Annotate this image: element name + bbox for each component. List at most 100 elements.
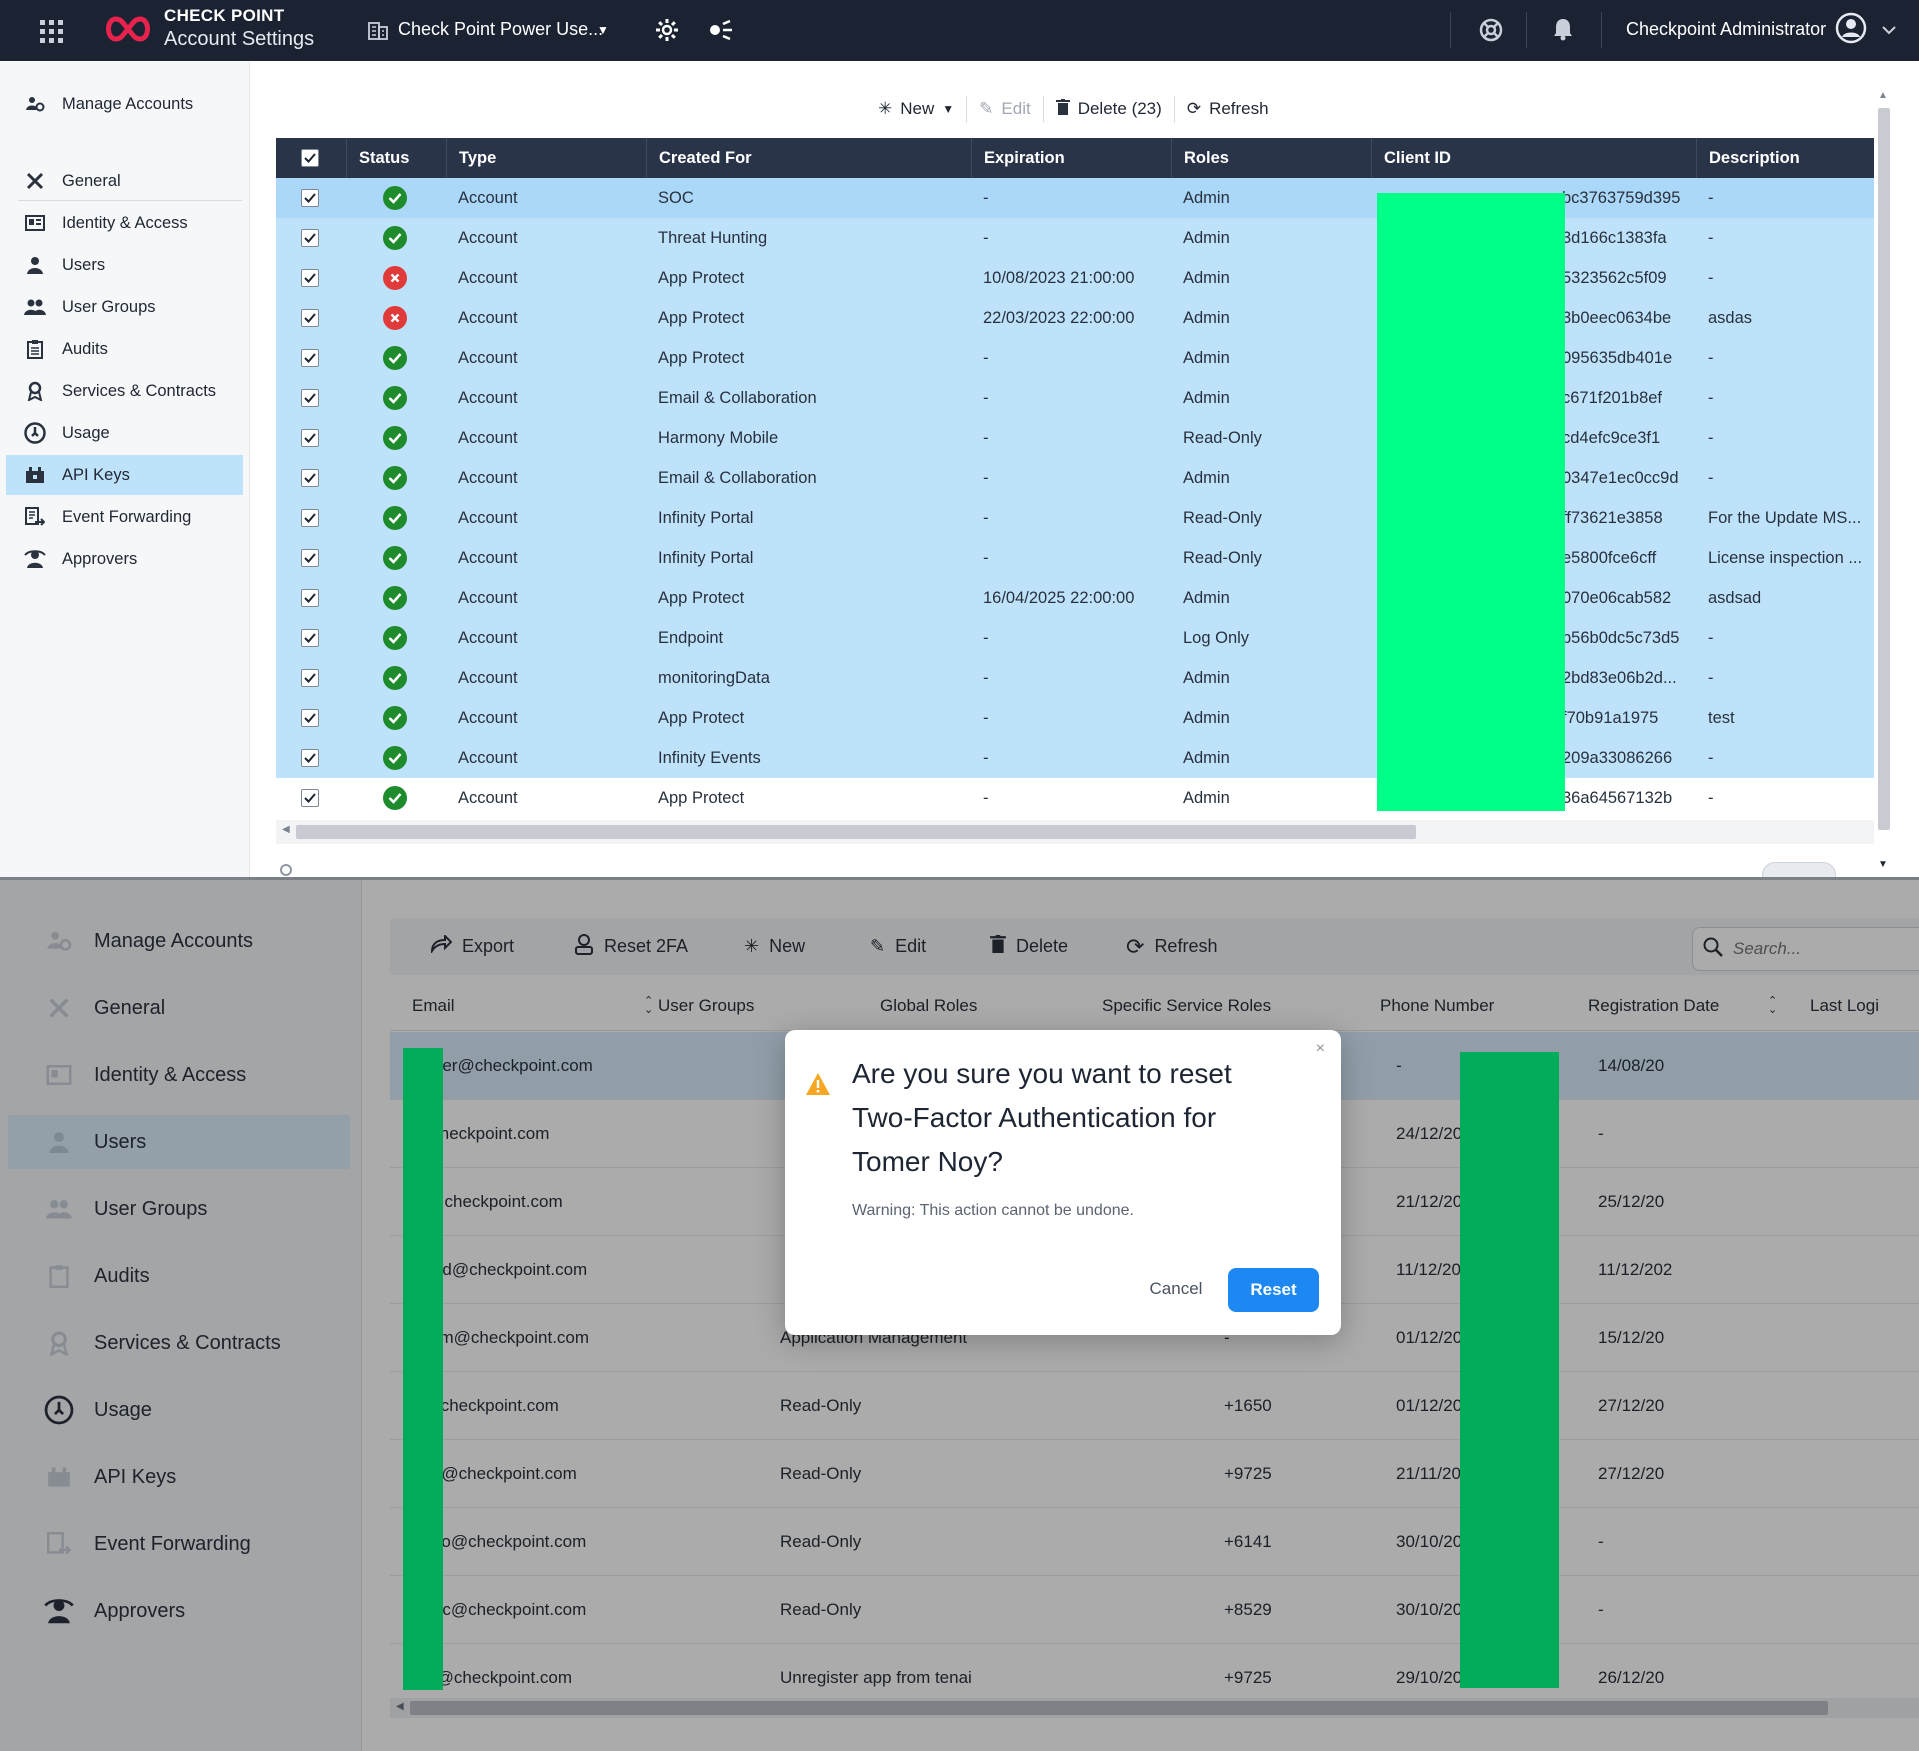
gear-icon[interactable] bbox=[652, 15, 682, 45]
sidebar-item-identity-access[interactable]: Identity & Access bbox=[8, 1048, 350, 1102]
column-header-registration-date[interactable]: Registration Date ⌃ ⌄ bbox=[1588, 981, 1788, 1031]
scroll-left-icon[interactable]: ◀ bbox=[282, 824, 290, 835]
sidebar-item-approvers[interactable]: Approvers bbox=[8, 1584, 350, 1638]
row-checkbox[interactable] bbox=[301, 738, 331, 778]
checkbox[interactable] bbox=[301, 509, 319, 527]
avatar-icon[interactable] bbox=[1835, 12, 1867, 44]
column-header-last-login[interactable]: Last Logi bbox=[1810, 996, 1879, 1015]
table-row[interactable]: Account monitoringData - Admin 2bd83e06b2d..… bbox=[276, 658, 1874, 698]
table-row[interactable]: Account Infinity Events - Admin 209a33086266… bbox=[276, 738, 1874, 778]
table-row[interactable]: Account App Protect - Admin 36a64567132b - bbox=[276, 778, 1874, 818]
table-row[interactable]: Account App Protect - Admin f70b91a1975 test bbox=[276, 698, 1874, 738]
reset-button[interactable]: Reset bbox=[1228, 1268, 1319, 1312]
checkbox[interactable] bbox=[301, 789, 319, 807]
sidebar-item-services-contracts[interactable]: Services & Contracts bbox=[8, 1316, 350, 1370]
sidebar-item-usage[interactable]: Usage bbox=[6, 413, 243, 453]
horizontal-scrollbar[interactable]: ◀ bbox=[390, 1698, 1919, 1718]
checkbox[interactable] bbox=[301, 349, 319, 367]
sidebar-item-general[interactable]: General bbox=[8, 981, 350, 1035]
row-checkbox[interactable] bbox=[301, 578, 331, 618]
column-header-client-id[interactable]: Client ID bbox=[1371, 138, 1696, 178]
checkbox[interactable] bbox=[301, 269, 319, 287]
delete-button[interactable]: Delete bbox=[990, 918, 1068, 975]
sidebar-item-user-groups[interactable]: User Groups bbox=[6, 287, 243, 327]
table-row[interactable]: Account App Protect 10/08/2023 21:00:00 Adm… bbox=[276, 258, 1874, 298]
sidebar-item-manage-accounts[interactable]: Manage Accounts bbox=[8, 914, 350, 968]
checkbox[interactable] bbox=[301, 189, 319, 207]
scrollbar-thumb[interactable] bbox=[1878, 108, 1890, 830]
table-row[interactable]: Account Infinity Portal - Read-Only e5800fce… bbox=[276, 538, 1874, 578]
reset-2fa-button[interactable]: Reset 2FA bbox=[574, 918, 688, 975]
account-selector[interactable]: Check Point Power Use... bbox=[398, 19, 604, 39]
sidebar-item-user-groups[interactable]: User Groups bbox=[8, 1182, 350, 1236]
checkbox[interactable] bbox=[301, 309, 319, 327]
checkbox[interactable] bbox=[301, 589, 319, 607]
column-header-user-groups[interactable]: User Groups bbox=[658, 996, 755, 1015]
sidebar-item-api-keys[interactable]: API Keys bbox=[8, 1450, 350, 1504]
sidebar-item-audits[interactable]: Audits bbox=[8, 1249, 350, 1303]
table-row[interactable]: Account Endpoint - Log Only b56b0dc5c73d5 - bbox=[276, 618, 1874, 658]
cancel-button[interactable]: Cancel bbox=[1136, 1268, 1216, 1310]
row-checkbox[interactable] bbox=[301, 418, 331, 458]
row-checkbox[interactable] bbox=[301, 218, 331, 258]
row-checkbox[interactable] bbox=[301, 458, 331, 498]
table-row[interactable]: Account Infinity Portal - Read-Only ff73621e… bbox=[276, 498, 1874, 538]
column-header-roles[interactable]: Roles bbox=[1171, 138, 1371, 178]
scroll-left-icon[interactable]: ◀ bbox=[396, 1701, 404, 1712]
delete-button[interactable]: Delete (23) bbox=[1055, 98, 1162, 120]
scrollbar-thumb[interactable] bbox=[410, 1701, 1828, 1715]
row-checkbox[interactable] bbox=[301, 338, 331, 378]
refresh-button[interactable]: ⟳ Refresh bbox=[1126, 918, 1217, 975]
sort-icon[interactable]: ⌃ ⌄ bbox=[644, 995, 654, 1016]
column-header-phone-number[interactable]: Phone Number bbox=[1380, 996, 1495, 1015]
table-row[interactable]: Account Email & Collaboration - Admin 0347e1… bbox=[276, 458, 1874, 498]
table-row[interactable]: Account App Protect 16/04/2025 22:00:00 Adm… bbox=[276, 578, 1874, 618]
chevron-down-icon[interactable]: ▼ bbox=[597, 23, 609, 37]
scroll-down-icon[interactable]: ▼ bbox=[1878, 859, 1888, 870]
toggle-switch[interactable] bbox=[1762, 862, 1836, 877]
close-icon[interactable]: × bbox=[1315, 1040, 1325, 1057]
row-checkbox[interactable] bbox=[301, 778, 331, 818]
table-row[interactable]: Account Email & Collaboration - Admin c671f2… bbox=[276, 378, 1874, 418]
checkbox[interactable] bbox=[301, 389, 319, 407]
export-button[interactable]: Export bbox=[430, 918, 514, 975]
edit-button[interactable]: ✎ Edit bbox=[870, 918, 926, 975]
sidebar-item-usage[interactable]: Usage bbox=[8, 1383, 350, 1437]
checkbox[interactable] bbox=[301, 229, 319, 247]
checkbox[interactable] bbox=[301, 669, 319, 687]
search-input[interactable] bbox=[1733, 939, 1919, 959]
column-header-status[interactable]: Status bbox=[346, 138, 446, 178]
sidebar-item-services-contracts[interactable]: Services & Contracts bbox=[6, 371, 243, 411]
edit-button[interactable]: ✎ Edit bbox=[979, 99, 1031, 119]
row-checkbox[interactable] bbox=[301, 178, 331, 218]
checkbox[interactable] bbox=[301, 749, 319, 767]
refresh-button[interactable]: ⟳ Refresh bbox=[1187, 99, 1269, 119]
row-checkbox[interactable] bbox=[301, 618, 331, 658]
scrollbar-thumb[interactable] bbox=[296, 825, 1416, 839]
sidebar-item-general[interactable]: General bbox=[6, 161, 243, 201]
column-header-global-roles[interactable]: Global Roles bbox=[880, 996, 978, 1015]
checkbox[interactable] bbox=[301, 629, 319, 647]
column-header-description[interactable]: Description bbox=[1696, 138, 1874, 178]
table-row[interactable]: Account Harmony Mobile - Read-Only cd4efc9ce… bbox=[276, 418, 1874, 458]
sidebar-item-event-forwarding[interactable]: Event Forwarding bbox=[6, 497, 243, 537]
row-checkbox[interactable] bbox=[301, 538, 331, 578]
row-checkbox[interactable] bbox=[301, 658, 331, 698]
table-row[interactable]: Account App Protect 22/03/2023 22:00:00 Adm… bbox=[276, 298, 1874, 338]
select-all-checkbox[interactable] bbox=[276, 138, 346, 178]
user-name[interactable]: Checkpoint Administrator bbox=[1626, 19, 1827, 39]
checkbox[interactable] bbox=[301, 429, 319, 447]
sidebar-item-manage-accounts[interactable]: Manage Accounts bbox=[6, 84, 243, 124]
vertical-scrollbar[interactable]: ▲ ▼ bbox=[1876, 90, 1892, 870]
sidebar-item-identity-access[interactable]: Identity & Access bbox=[6, 203, 243, 243]
new-button[interactable]: ✳ New bbox=[744, 918, 805, 975]
table-row[interactable]: Account Threat Hunting - Admin 3d166c1383fa - bbox=[276, 218, 1874, 258]
row-checkbox[interactable] bbox=[301, 698, 331, 738]
column-header-email[interactable]: Email ⌃ ⌄ bbox=[412, 981, 654, 1031]
sidebar-item-api-keys[interactable]: API Keys bbox=[6, 455, 243, 495]
table-row[interactable]: Account SOC - Admin bc3763759d395 - bbox=[276, 178, 1874, 218]
checkbox[interactable] bbox=[301, 709, 319, 727]
sidebar-item-users[interactable]: Users bbox=[6, 245, 243, 285]
horizontal-scrollbar[interactable]: ◀ bbox=[276, 820, 1874, 844]
column-header-expiration[interactable]: Expiration bbox=[971, 138, 1171, 178]
